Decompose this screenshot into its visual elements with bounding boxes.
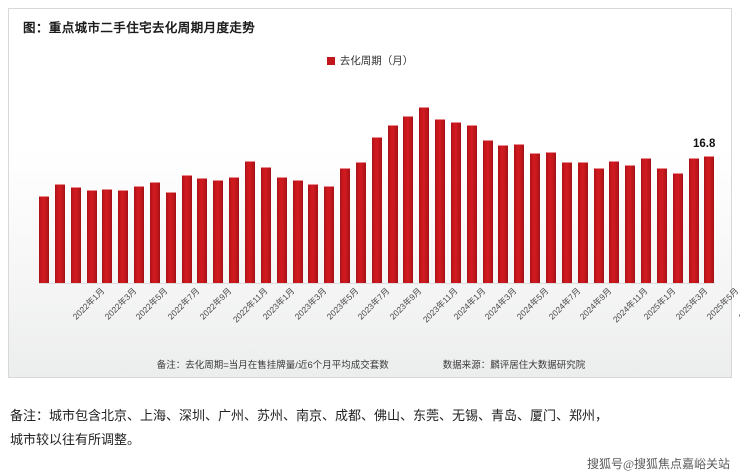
legend-label: 去化周期（月） (339, 55, 414, 67)
bar (419, 107, 430, 283)
bar (704, 156, 715, 283)
x-axis-tick-label: 2023年9月 (387, 285, 424, 322)
bar (625, 165, 636, 283)
x-axis-tick-label: 2023年11月 (420, 285, 460, 325)
bar (181, 175, 192, 283)
axis-baseline (39, 283, 715, 284)
bar (213, 180, 224, 283)
bottom-note-line-2: 城市较以往有所调整。 (10, 432, 141, 448)
chart-plot-area (39, 87, 715, 283)
bar (102, 188, 113, 283)
x-axis-tick-label: 2023年5月 (324, 285, 361, 322)
x-axis-tick-labels: 2022年1月 2022年3月 2022年5月 2022年7月 2022年9月 2022年… (39, 285, 740, 345)
x-axis-tick-label: 2022年9月 (197, 285, 234, 322)
bar (450, 121, 461, 283)
footnote-source: 数据来源：麟评居住大数据研究院 (442, 360, 586, 371)
bar (371, 136, 382, 283)
bar (197, 178, 208, 283)
bar (292, 180, 303, 283)
x-axis-tick-label: 2024年7月 (546, 285, 583, 322)
watermark: 搜狐号@搜狐焦点嘉峪关站 (586, 457, 730, 471)
chart-title: 图：重点城市二手住宅去化周期月度走势 (23, 21, 256, 35)
bar (530, 153, 541, 283)
bar (118, 189, 129, 283)
x-axis-tick-label: 2022年1月 (70, 285, 107, 322)
bar (435, 118, 446, 283)
bar (609, 160, 620, 283)
bar (656, 167, 667, 283)
bar (244, 160, 255, 283)
bar (387, 124, 398, 283)
bar (229, 176, 240, 283)
x-axis-tick-label: 2022年5月 (134, 285, 170, 322)
bar-series (39, 87, 715, 283)
bar (355, 161, 366, 283)
x-axis-tick-label: 2022年3月 (102, 285, 139, 322)
bar (134, 185, 145, 283)
bar (641, 157, 652, 283)
bar (498, 145, 509, 283)
bar (70, 186, 81, 283)
bar (260, 166, 271, 283)
bar (514, 144, 525, 283)
bar (593, 167, 604, 283)
legend-square-icon (326, 56, 335, 65)
bar (54, 183, 65, 283)
bar (466, 125, 477, 283)
last-value-label: 16.8 (693, 138, 716, 151)
bar (561, 161, 572, 283)
x-axis-tick-label: 2022年7月 (165, 285, 202, 322)
chart-footnotes: 备注：去化周期=当月在售挂牌量/近6个月平均成交套数 数据来源：麟评居住大数据研… (9, 357, 733, 371)
bar (86, 190, 97, 283)
chart-legend: 去化周期（月） (9, 53, 731, 68)
bar (39, 196, 49, 283)
bottom-note-line-1: 备注：城市包含北京、上海、深圳、广州、苏州、南京、成都、佛山、东莞、无锡、青岛、… (10, 408, 609, 423)
x-axis-tick-label: 2024年9月 (578, 285, 614, 322)
bar (308, 183, 319, 283)
bar (165, 191, 176, 283)
x-axis-tick-label: 2025年5月 (704, 285, 740, 322)
x-axis-tick-label: 2023年7月 (356, 285, 392, 322)
bar (403, 115, 414, 283)
x-axis-tick-label: 2024年11月 (610, 285, 650, 325)
x-axis-tick-label: 2023年3月 (292, 285, 329, 322)
bar (324, 185, 335, 283)
bar (688, 157, 699, 283)
x-axis-tick-label: 2022年11月 (230, 285, 270, 325)
bar (482, 139, 493, 283)
bar (577, 162, 588, 283)
footnote-definition: 备注：去化周期=当月在售挂牌量/近6个月平均成交套数 (156, 360, 389, 371)
bar (546, 151, 556, 283)
x-axis-tick-label: 2024年5月 (514, 285, 551, 322)
x-axis-tick-label: 2025年3月 (673, 285, 709, 322)
bar (672, 172, 683, 283)
chart-card: 图：重点城市二手住宅去化周期月度走势 去化周期（月） 16.8 2022年1月 2… (8, 8, 740, 378)
bar (276, 177, 287, 283)
bar (340, 168, 351, 283)
bottom-notes: 备注：城市包含北京、上海、深圳、广州、苏州、南京、成都、佛山、东莞、无锡、青岛、… (10, 404, 730, 452)
x-axis-tick-label: 2024年3月 (482, 285, 519, 322)
bar (149, 182, 160, 283)
